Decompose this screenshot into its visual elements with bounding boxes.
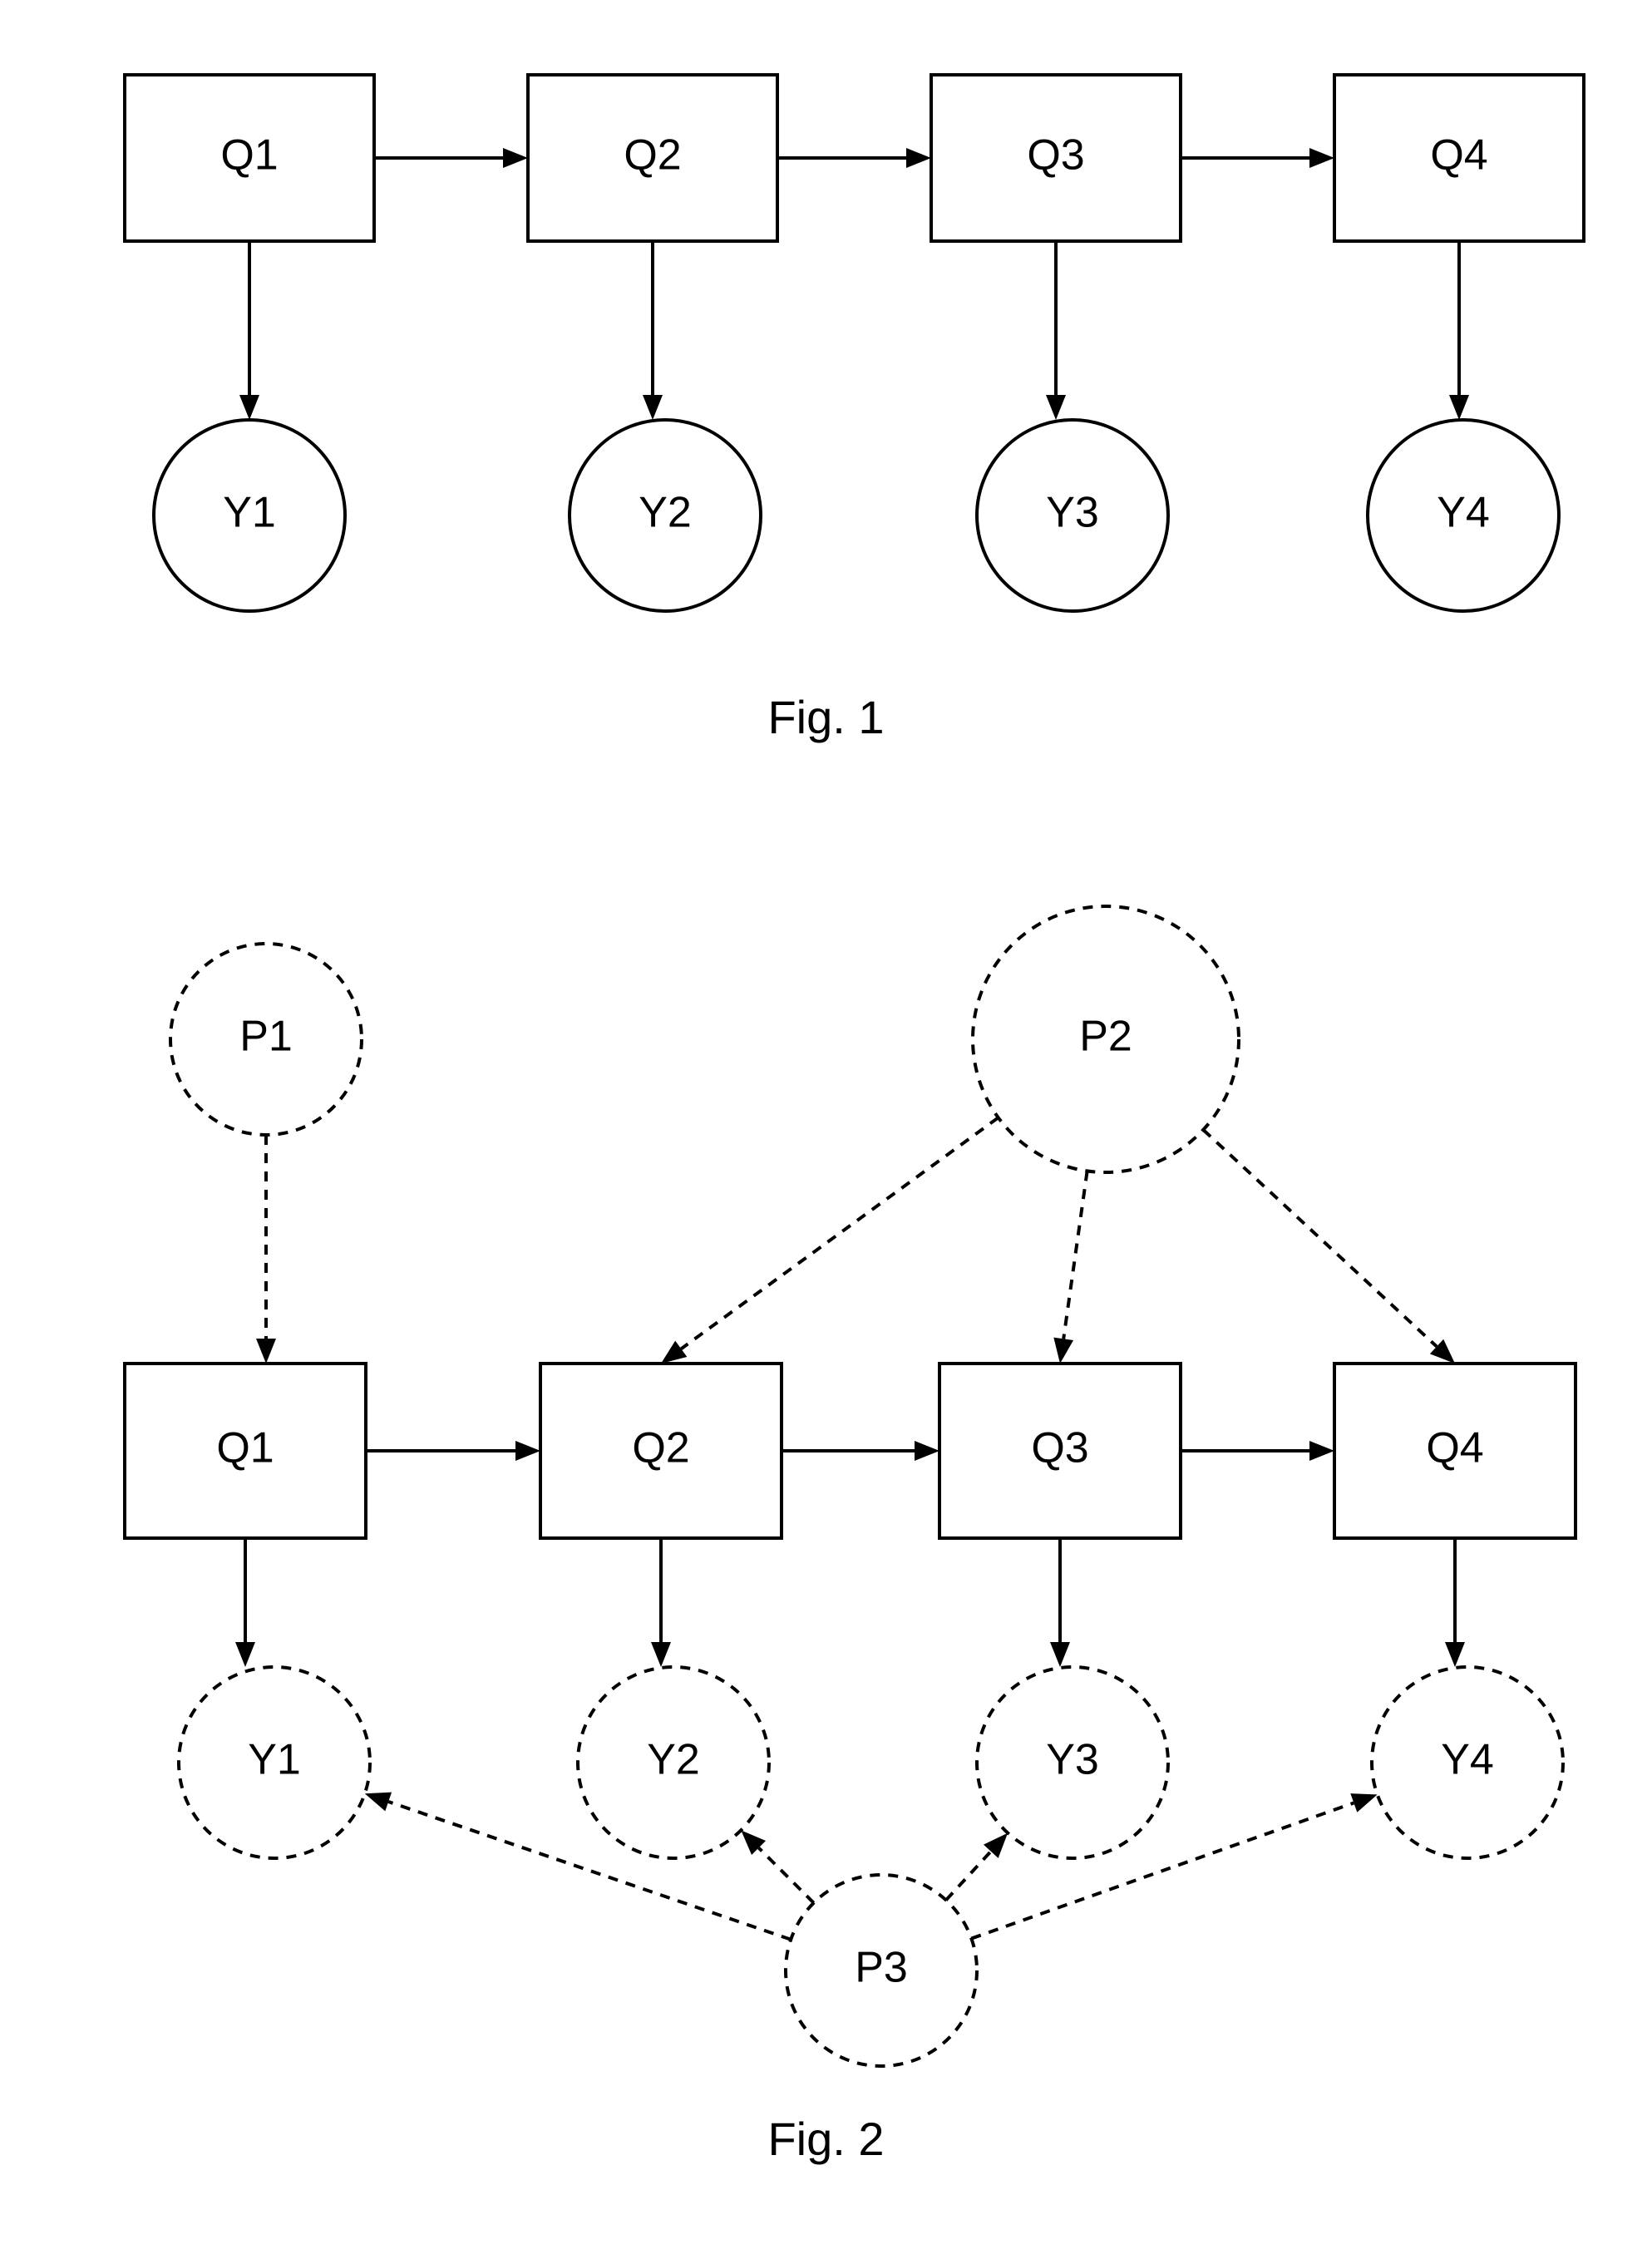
node-label: Y4 — [1437, 489, 1490, 537]
arrowhead — [661, 1341, 687, 1364]
node-label: P3 — [855, 1944, 908, 1992]
arrowhead — [741, 1830, 766, 1855]
arrowhead — [256, 1339, 276, 1364]
arrowhead — [1050, 1642, 1070, 1667]
node-label: Q1 — [220, 131, 278, 180]
arrowhead — [1350, 1793, 1377, 1812]
edge — [681, 1117, 998, 1349]
arrowhead — [906, 148, 931, 168]
node-label: Q2 — [632, 1424, 689, 1472]
node-label: Y2 — [639, 489, 692, 537]
arrowhead — [651, 1642, 671, 1667]
diagram-canvas: Q1 Q2 Q3 Q4 Y1 Y2 Y3 Y4 P1 P2 Q1 Q2 Q3 Q4 Y1 Y2 Y3 Y4 P3 — [0, 0, 1652, 2244]
arrowhead — [1309, 1441, 1334, 1461]
arrowhead — [503, 148, 528, 168]
node-label: Q2 — [624, 131, 681, 180]
edge — [946, 1852, 991, 1901]
edge — [1203, 1130, 1437, 1347]
node-label: Q4 — [1426, 1424, 1483, 1472]
arrowhead — [1053, 1338, 1073, 1364]
node-label: Q3 — [1027, 131, 1084, 180]
arrowhead — [1449, 395, 1469, 420]
arrowhead — [235, 1642, 255, 1667]
arrowhead — [1309, 148, 1334, 168]
node-label: Q1 — [216, 1424, 274, 1472]
arrowhead — [239, 395, 259, 420]
arrowhead — [1046, 395, 1066, 420]
arrowhead — [643, 395, 663, 420]
arrowhead — [515, 1441, 540, 1461]
figure2-caption: Fig. 2 — [0, 2112, 1652, 2166]
node-label: Y2 — [647, 1736, 700, 1784]
node-label: Q4 — [1430, 131, 1487, 180]
node-label: Y4 — [1441, 1736, 1494, 1784]
arrowhead — [365, 1793, 392, 1812]
node-label: Y3 — [1046, 1736, 1099, 1784]
node-label: Y1 — [223, 489, 276, 537]
arrowhead — [1445, 1642, 1465, 1667]
edge — [1063, 1171, 1087, 1339]
node-label: Y3 — [1046, 489, 1099, 537]
arrowhead — [915, 1441, 939, 1461]
edge — [971, 1803, 1354, 1938]
node-label: P1 — [239, 1013, 293, 1061]
node-label: Y1 — [248, 1736, 301, 1784]
node-label: P2 — [1079, 1013, 1132, 1061]
node-label: Q3 — [1031, 1424, 1088, 1472]
figure1-caption: Fig. 1 — [0, 690, 1652, 744]
edge — [388, 1802, 791, 1940]
edge — [759, 1848, 814, 1903]
